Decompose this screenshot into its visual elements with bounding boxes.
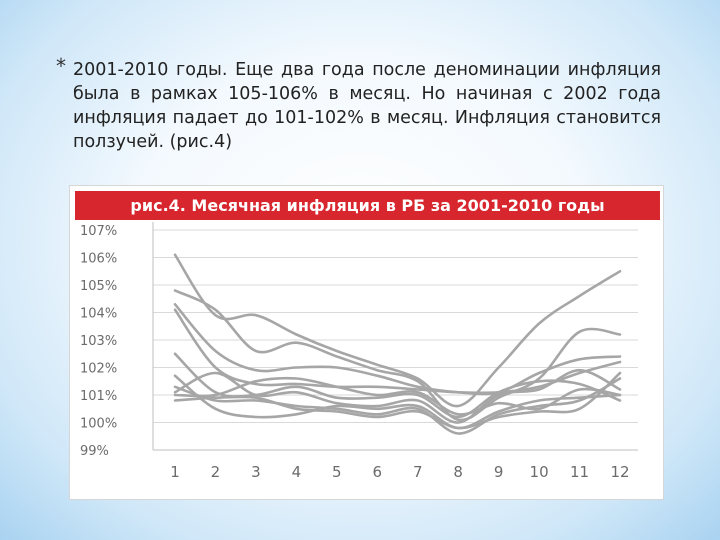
y-tick-label: 99% xyxy=(80,444,109,459)
x-tick-label: 3 xyxy=(251,463,261,481)
bullet-mark: * xyxy=(56,54,66,78)
series-line-9 xyxy=(173,376,622,416)
x-tick-label: 8 xyxy=(453,463,463,481)
y-tick-label: 107% xyxy=(80,224,117,239)
x-tick-label: 10 xyxy=(530,463,549,481)
y-tick-label: 100% xyxy=(80,417,117,432)
x-tick-label: 1 xyxy=(170,463,180,481)
slide-text-block: * 2001-2010 годы. Еще два года после ден… xyxy=(56,54,661,154)
y-tick-label: 102% xyxy=(80,362,117,377)
y-tick-label: 105% xyxy=(80,279,117,294)
chart-title: рис.4. Месячная инфляция в РБ за 2001-20… xyxy=(75,191,660,220)
series-line-7 xyxy=(173,377,622,435)
chart-frame: рис.4. Месячная инфляция в РБ за 2001-20… xyxy=(69,185,664,500)
series-line-3 xyxy=(173,303,622,396)
series-line-1 xyxy=(173,253,622,408)
y-tick-label: 104% xyxy=(80,307,117,322)
slide-paragraph: 2001-2010 годы. Еще два года после деном… xyxy=(73,60,661,152)
x-tick-label: 9 xyxy=(494,463,504,481)
x-tick-label: 7 xyxy=(413,463,423,481)
x-tick-label: 4 xyxy=(292,463,302,481)
y-tick-label: 106% xyxy=(80,252,117,267)
x-tick-label: 11 xyxy=(570,463,589,481)
x-tick-label: 2 xyxy=(211,463,221,481)
x-tick-label: 12 xyxy=(610,463,629,481)
series-line-8 xyxy=(173,368,622,424)
series-line-6 xyxy=(173,374,622,430)
line-chart: 99%100%101%102%103%104%105%106%107%1 2 3 4 5… xyxy=(80,222,638,481)
y-tick-label: 103% xyxy=(80,334,117,349)
y-tick-label: 101% xyxy=(80,389,117,404)
x-tick-label: 6 xyxy=(372,463,382,481)
x-tick-label: 5 xyxy=(332,463,342,481)
series-line-5 xyxy=(173,352,622,419)
series-line-10 xyxy=(173,371,622,430)
